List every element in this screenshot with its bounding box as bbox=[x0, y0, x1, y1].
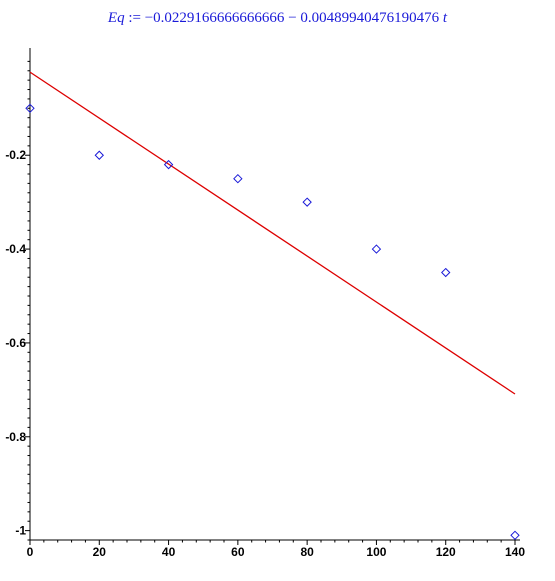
y-tick-label: -0.4 bbox=[5, 242, 26, 256]
data-point-marker bbox=[441, 267, 451, 278]
x-tick-label: 0 bbox=[27, 545, 34, 559]
data-point-marker bbox=[25, 103, 35, 114]
x-tick-label: 80 bbox=[300, 545, 314, 559]
fit-equation: Eq := −0.0229166666666666 − 0.0048994047… bbox=[0, 10, 555, 27]
y-tick-label: -0.2 bbox=[5, 148, 26, 162]
x-tick-label: 120 bbox=[436, 545, 456, 559]
fit-line bbox=[29, 71, 516, 395]
equation-coefficient: 0.00489940476190476 bbox=[300, 10, 440, 26]
data-point-marker bbox=[302, 197, 312, 207]
x-tick-label: 140 bbox=[505, 545, 525, 559]
equation-minus: − bbox=[288, 10, 297, 26]
equation-assign: := bbox=[128, 10, 141, 26]
equation-constant: −0.0229166666666666 bbox=[144, 10, 285, 26]
data-point-marker bbox=[163, 159, 174, 170]
equation-variable: t bbox=[442, 10, 448, 26]
equation-lhs: Eq bbox=[107, 10, 125, 26]
x-tick-label: 100 bbox=[366, 545, 386, 559]
data-point-marker bbox=[233, 173, 243, 184]
x-tick-label: 40 bbox=[162, 545, 176, 559]
x-tick-label: 60 bbox=[231, 545, 245, 559]
data-point-marker bbox=[510, 530, 520, 541]
y-tick-label: -0.8 bbox=[5, 430, 26, 444]
x-tick-label: 20 bbox=[93, 545, 107, 559]
y-tick-label: -1 bbox=[15, 524, 26, 538]
data-point-marker bbox=[371, 244, 382, 254]
data-point-marker bbox=[94, 150, 104, 160]
y-tick-label: -0.6 bbox=[5, 336, 26, 350]
